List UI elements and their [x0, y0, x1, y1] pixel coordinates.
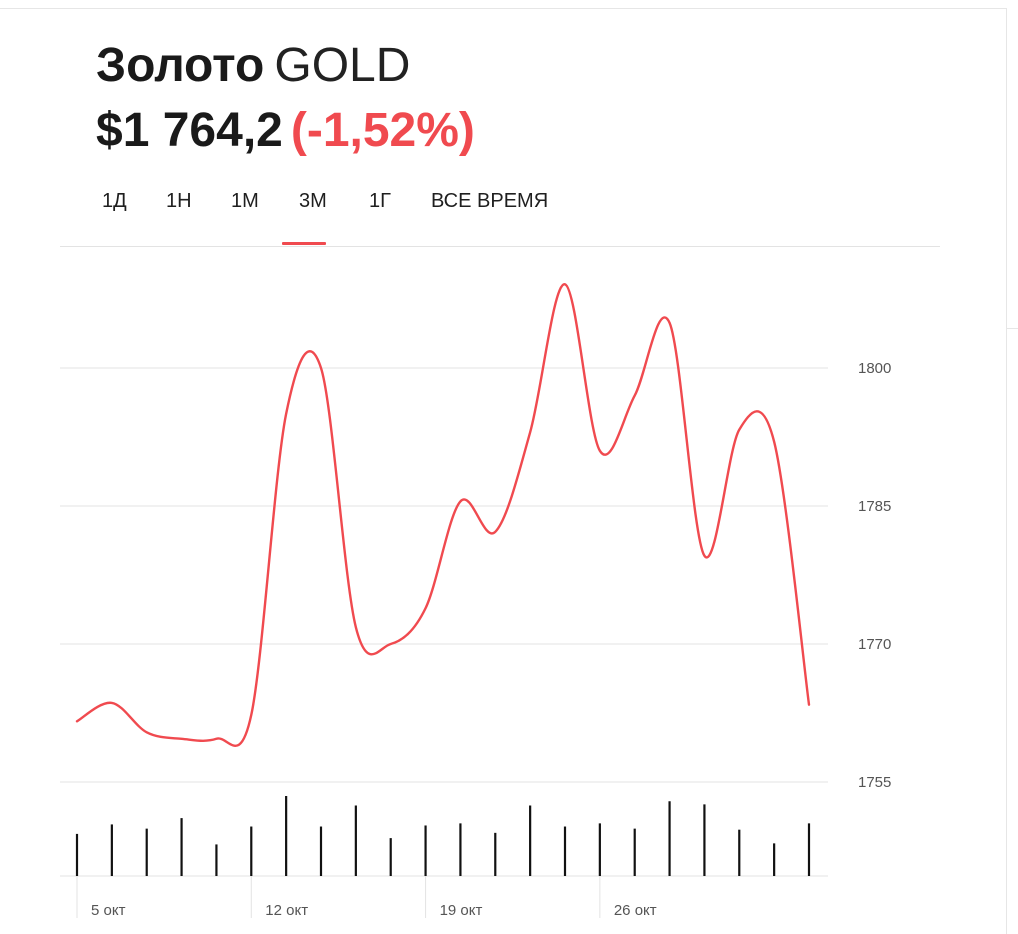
x-tick-label: 5 окт [91, 902, 126, 919]
instrument-title: Золото GOLD [96, 38, 410, 94]
active-tab-indicator [282, 242, 326, 245]
right-divider-tick [1006, 328, 1018, 329]
price-line [75, 283, 811, 747]
tab-1y[interactable]: 1Г [369, 190, 391, 212]
y-tick-label-1770: 1770 [858, 636, 891, 653]
y-tick-label-1785: 1785 [858, 498, 891, 515]
x-tick-label: 26 окт [614, 902, 657, 919]
y-tick-label-1755: 1755 [858, 774, 891, 791]
tab-all-time[interactable]: ВСЕ ВРЕМЯ [431, 190, 549, 212]
x-axis: 5 окт 12 окт 19 окт 26 окт [76, 876, 657, 919]
y-tick-label-1800: 1800 [858, 360, 891, 377]
instrument-ticker: GOLD [274, 39, 411, 92]
tab-1d[interactable]: 1Д [102, 190, 127, 212]
tab-3m[interactable]: 3М [299, 190, 327, 212]
price-block: $1 764,2 (-1,52%) [96, 102, 475, 160]
instrument-name: Золото [96, 39, 265, 92]
price-change: (-1,52%) [290, 104, 475, 157]
x-tick-label: 19 окт [440, 902, 483, 919]
tab-1w[interactable]: 1Н [166, 190, 192, 212]
grid-layer [60, 367, 828, 877]
volume-layer [75, 796, 811, 876]
right-divider [1006, 8, 1007, 934]
y-axis: 1755 1770 1785 1800 [858, 360, 891, 791]
line-layer [75, 283, 811, 747]
current-price: $1 764,2 [96, 104, 283, 157]
top-divider [0, 8, 1006, 9]
period-tabs: 1Д 1Н 1М 3М 1Г ВСЕ ВРЕМЯ [60, 180, 940, 247]
x-tick-label: 12 окт [265, 902, 308, 919]
tab-1m[interactable]: 1М [231, 190, 259, 212]
